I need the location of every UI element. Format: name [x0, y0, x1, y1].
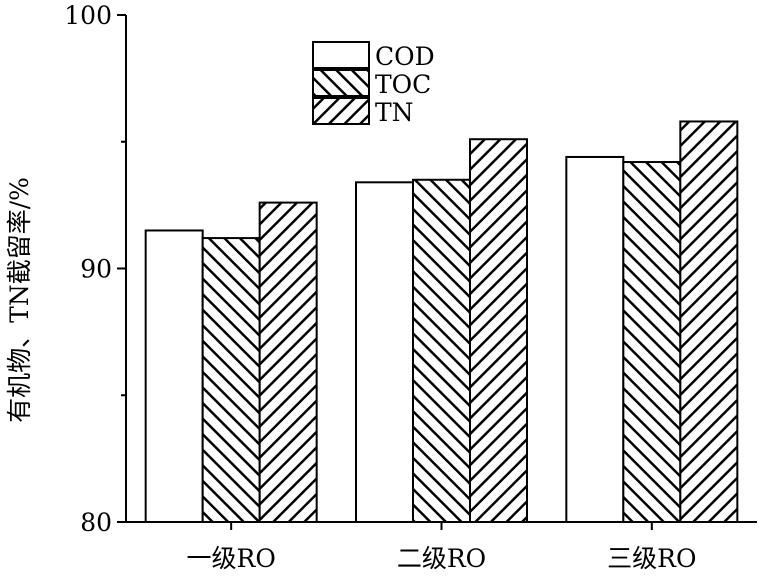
y-axis-title: 有机物、TN截留率/% [5, 177, 34, 423]
bar-cod-2 [355, 181, 414, 523]
bar-toc-2 [412, 178, 471, 523]
y-tick-label: 90 [80, 255, 112, 284]
bar-tn-2 [469, 138, 528, 523]
legend-swatch-cod [312, 41, 370, 69]
bar-tn-1 [258, 201, 318, 523]
y-tick-label: 100 [64, 1, 112, 30]
bar-cod-3 [565, 155, 625, 524]
legend-label-cod: COD [375, 42, 435, 71]
x-tick-label: 三级RO [607, 544, 696, 573]
legend-label-tn: TN [375, 98, 414, 127]
x-tick-label: 二级RO [397, 544, 486, 573]
bars-layer [144, 120, 739, 524]
bar-toc-3 [622, 161, 682, 523]
legend-swatch-toc [312, 69, 370, 97]
bar-toc-1 [201, 237, 261, 524]
x-tick-label: 一级RO [187, 544, 276, 573]
ticks-layer: 80 90 100 一级RO 二级RO 三级RO [64, 1, 696, 573]
legend-label-toc: TOC [375, 70, 431, 99]
legend-swatch-tn [312, 97, 370, 125]
bar-cod-1 [144, 229, 204, 523]
y-tick-label: 80 [80, 508, 112, 537]
bar-tn-3 [679, 120, 739, 523]
